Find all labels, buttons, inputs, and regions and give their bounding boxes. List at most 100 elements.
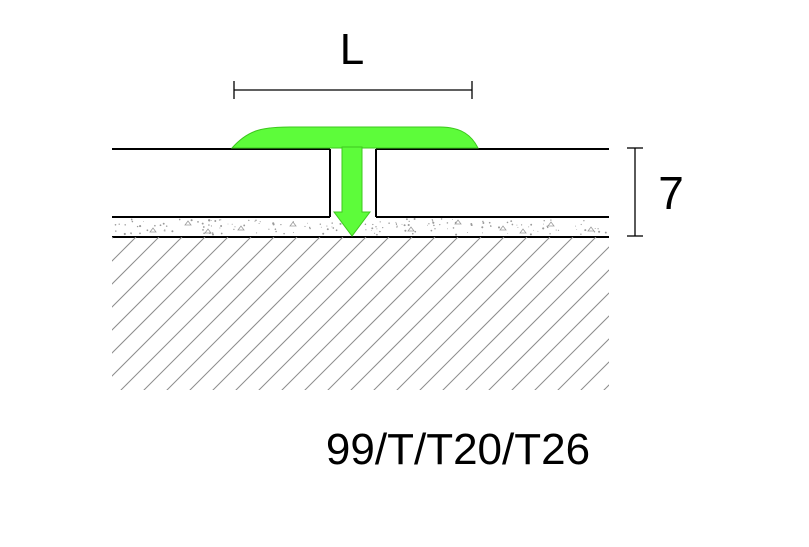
adhesive-speck bbox=[374, 232, 376, 234]
hatch-line bbox=[373, 237, 528, 390]
adhesive-speck bbox=[219, 227, 221, 229]
adhesive-speck bbox=[214, 220, 217, 222]
adhesive-speck bbox=[327, 228, 329, 231]
hatch-line bbox=[442, 237, 597, 390]
adhesive-speck bbox=[320, 226, 322, 228]
adhesive-aggregate bbox=[587, 226, 595, 232]
adhesive-speck bbox=[413, 218, 416, 220]
adhesive-aggregate bbox=[499, 225, 507, 231]
hatch-line bbox=[580, 361, 609, 390]
adhesive-aggregate bbox=[454, 219, 462, 225]
adhesive-speck bbox=[555, 229, 557, 231]
adhesive-speck bbox=[434, 228, 436, 230]
hatch-line bbox=[212, 237, 367, 390]
adhesive-speck bbox=[234, 226, 236, 228]
adhesive-speck bbox=[396, 224, 398, 226]
adhesive-speck bbox=[202, 226, 205, 228]
width-dimension: L bbox=[233, 25, 473, 99]
adhesive-speck bbox=[211, 232, 214, 234]
hatch-line bbox=[112, 237, 160, 285]
adhesive-speck bbox=[529, 233, 532, 236]
hatch-line bbox=[235, 237, 390, 390]
adhesive-aggregate bbox=[519, 228, 527, 234]
hatch-line bbox=[488, 269, 609, 390]
adhesive-speck bbox=[139, 225, 142, 228]
adhesive-speck bbox=[165, 225, 168, 227]
adhesive-speck bbox=[211, 233, 215, 236]
adhesive-speck bbox=[376, 228, 378, 230]
right-floor-tile bbox=[375, 148, 609, 218]
adhesive-speck bbox=[154, 224, 156, 227]
adhesive-speck bbox=[447, 228, 449, 230]
adhesive-speck bbox=[407, 223, 410, 227]
adhesive-speck bbox=[546, 226, 549, 229]
adhesive-speck bbox=[143, 221, 144, 223]
adhesive-speck bbox=[379, 221, 381, 223]
adhesive-speck bbox=[432, 221, 435, 224]
adhesive-speck bbox=[520, 224, 523, 226]
adhesive-speck bbox=[598, 230, 601, 233]
hatch-line bbox=[258, 237, 413, 390]
adhesive-speck bbox=[467, 232, 469, 233]
adhesive-speck bbox=[414, 230, 417, 233]
adhesive-speck bbox=[190, 219, 193, 222]
hatch-line bbox=[166, 237, 321, 390]
adhesive-speck bbox=[131, 219, 133, 221]
adhesive-aggregate bbox=[149, 227, 157, 233]
adhesive-speck bbox=[482, 222, 485, 224]
width-dimension-label: L bbox=[340, 25, 364, 74]
adhesive-speck bbox=[326, 225, 328, 227]
adhesive-speck bbox=[481, 226, 484, 229]
adhesive-speck bbox=[432, 220, 434, 222]
adhesive-speck bbox=[490, 225, 492, 227]
adhesive-speck bbox=[220, 225, 223, 227]
adhesive-speck bbox=[396, 225, 398, 227]
hatch-line bbox=[350, 237, 505, 390]
model-code-label: 99/T/T20/T26 bbox=[326, 425, 590, 474]
adhesive-speck bbox=[280, 223, 282, 226]
adhesive-speck bbox=[593, 231, 596, 233]
adhesive-speck bbox=[136, 225, 139, 228]
adhesive-speck bbox=[365, 229, 367, 231]
adhesive-speck bbox=[375, 226, 377, 228]
adhesive-speck bbox=[511, 223, 514, 226]
adhesive-speck bbox=[370, 229, 372, 231]
adhesive-speck bbox=[256, 232, 258, 234]
t-profile-cap bbox=[230, 126, 479, 149]
adhesive-speck bbox=[530, 223, 533, 226]
adhesive-speck bbox=[543, 219, 545, 222]
adhesive-speck bbox=[542, 223, 544, 225]
adhesive-speck bbox=[283, 232, 285, 235]
adhesive-speck bbox=[220, 232, 223, 235]
hatch-line bbox=[0, 237, 90, 397]
hatch-line bbox=[112, 237, 183, 308]
hatch-line bbox=[603, 384, 609, 390]
adhesive-speck bbox=[396, 226, 398, 228]
adhesive-speck bbox=[439, 223, 441, 226]
hatch-line bbox=[120, 237, 275, 390]
adhesive-speck bbox=[130, 233, 132, 235]
adhesive-speck bbox=[542, 227, 545, 230]
adhesive-speck bbox=[507, 233, 509, 235]
hatch-line bbox=[112, 237, 206, 331]
hatch-line bbox=[419, 237, 574, 390]
adhesive-speck bbox=[248, 219, 250, 222]
adhesive-aggregate bbox=[547, 221, 555, 227]
adhesive-speck bbox=[372, 223, 374, 226]
hatch-line bbox=[620, 237, 780, 397]
hatch-line bbox=[534, 315, 609, 390]
adhesive-speck bbox=[201, 222, 204, 225]
adhesive-speck bbox=[550, 219, 552, 221]
substrate bbox=[0, 237, 780, 397]
adhesive-speck bbox=[331, 226, 333, 228]
adhesive-speck bbox=[401, 223, 403, 225]
hatch-line bbox=[143, 237, 298, 390]
adhesive-speck bbox=[124, 224, 126, 226]
adhesive-speck bbox=[427, 224, 429, 226]
t-profile bbox=[230, 126, 479, 237]
adhesive-speck bbox=[210, 219, 212, 221]
adhesive-aggregate bbox=[289, 221, 297, 227]
adhesive-speck bbox=[395, 221, 397, 223]
adhesive-speck bbox=[146, 229, 149, 232]
